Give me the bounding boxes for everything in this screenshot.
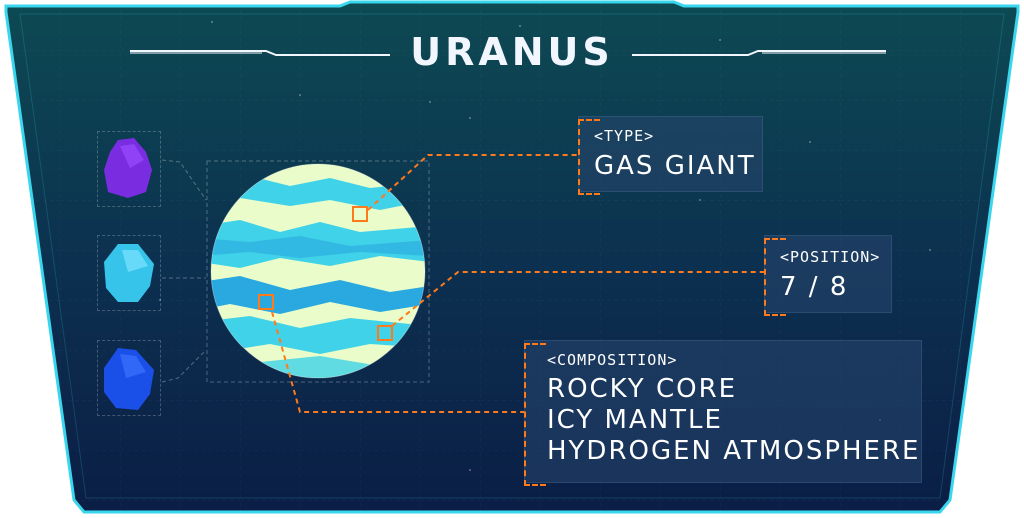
type-value: GAS GIANT xyxy=(594,151,756,181)
composition-hotspot[interactable] xyxy=(258,294,274,310)
composition-tag: <COMPOSITION> xyxy=(547,351,678,369)
position-panel: <POSITION> 7 / 8 xyxy=(764,235,892,316)
position-hotspot[interactable] xyxy=(377,325,393,341)
composition-list: ROCKY CORE ICY MANTLE HYDROGEN ATMOSPHER… xyxy=(547,374,920,467)
thumbnail-slot-2[interactable] xyxy=(97,235,161,311)
position-tag: <POSITION> xyxy=(780,248,881,266)
purple-crystal-icon xyxy=(104,138,152,198)
type-panel: <TYPE> GAS GIANT xyxy=(578,116,763,195)
type-tag: <TYPE> xyxy=(594,127,655,145)
position-value: 7 / 8 xyxy=(780,272,849,302)
composition-item: ROCKY CORE xyxy=(547,374,738,404)
planet-title: URANUS xyxy=(410,30,614,74)
type-hotspot[interactable] xyxy=(352,206,368,222)
thumbnail-slot-3[interactable] xyxy=(97,340,161,416)
composition-item: HYDROGEN ATMOSPHERE xyxy=(547,436,921,466)
blue-crystal-icon xyxy=(104,348,154,410)
composition-panel: <COMPOSITION> ROCKY CORE ICY MANTLE HYDR… xyxy=(524,340,922,486)
thumbnail-slot-1[interactable] xyxy=(97,131,161,207)
composition-item: ICY MANTLE xyxy=(547,405,723,435)
